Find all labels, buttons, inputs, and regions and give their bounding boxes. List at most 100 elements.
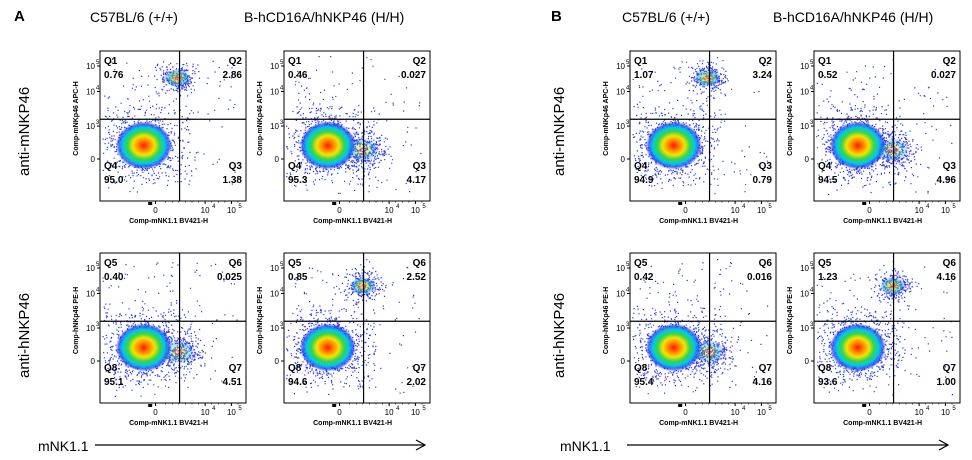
quadrant-value: 95.3 [288,175,308,186]
x-tick-label: 10 [757,408,766,417]
y-tick-exponent: 4 [626,86,630,92]
quadrant-name: Q2 [229,56,243,67]
quadrant-name: Q1 [818,56,832,67]
quadrant-value: 95.1 [104,377,124,388]
x-tick-label: 0 [867,408,872,417]
y-tick-exponent: 5 [626,60,630,66]
y-axis-title: Comp-hNKp46 PE-H [603,287,610,354]
quadrant-value: 95.4 [634,377,654,388]
y-tick-label: 0 [91,155,96,164]
x-tick-exponent: 5 [422,204,426,210]
quadrant-value: 0.027 [401,70,426,81]
y-tick-label: 10 [616,324,625,333]
event-dots-path [286,56,422,194]
y-tick-label: 10 [270,122,279,131]
quadrant-value: 0.85 [288,272,308,283]
main-population-core [299,121,356,170]
y-tick-exponent: 5 [810,60,814,66]
quadrant-value: 0.46 [288,70,308,81]
x-tick-exponent: 4 [212,204,216,210]
y-tick-exponent: 4 [96,288,100,294]
quadrant-name: Q4 [634,161,648,172]
quadrant-name: Q4 [288,161,302,172]
main-population-core [829,323,886,372]
quadrant-value: 93.6 [818,377,838,388]
quadrant-name: Q1 [634,56,648,67]
quadrant-value: 4.51 [223,377,243,388]
quadrant-name: Q2 [413,56,427,67]
y-tick-exponent: 3 [96,322,100,328]
quadrant-value: 94.9 [634,175,654,186]
x-tick-label: 10 [411,206,420,215]
quadrant-name: Q1 [104,56,118,67]
x-axis-marker [678,202,683,205]
quadrant-value: 4.17 [407,175,427,186]
y-tick-label: 10 [800,62,809,71]
quadrant-value: 1.00 [937,377,957,388]
column-title-humanized-a: B-hCD16A/hNKP46 (H/H) [244,9,405,25]
y-axis-title: Comp-mNKp46 APC-H [73,81,80,155]
x-axis-title: Comp-mNK1.1 BV421-H [313,420,392,427]
x-tick-label: 10 [385,408,394,417]
quadrant-value: 95.0 [104,175,124,186]
quadrant-value: 0.016 [747,272,772,283]
nk-population-core [694,69,721,87]
quadrant-name: Q7 [229,363,243,374]
x-tick-exponent: 4 [926,204,930,210]
x-tick-exponent: 4 [926,406,930,412]
quadrant-name: Q8 [818,363,832,374]
y-tick-label: 10 [800,122,809,131]
y-tick-label: 10 [800,324,809,333]
arrow-head [938,439,950,451]
x-tick-exponent: 5 [768,204,772,210]
x-axis-label-a: mNK1.1 [38,438,89,454]
x-axis-marker [678,404,683,407]
y-tick-label: 0 [621,357,626,366]
quadrant-value: 0.027 [931,70,956,81]
x-tick-label: 0 [153,408,158,417]
quadrant-name: Q6 [759,258,773,269]
main-population-core [645,323,702,372]
quadrant-name: Q6 [413,258,427,269]
y-axis-title: Comp-mNKp46 APC-H [603,81,610,155]
quadrant-name: Q3 [229,161,243,172]
y-tick-label: 10 [86,62,95,71]
y-tick-exponent: 4 [810,288,814,294]
y-tick-exponent: 3 [280,322,284,328]
y-tick-exponent: 3 [96,120,100,126]
x-tick-exponent: 4 [212,406,216,412]
x-axis-title: Comp-mNK1.1 BV421-H [659,420,738,427]
x-tick-label: 0 [337,206,342,215]
quadrant-name: Q7 [943,363,957,374]
quadrant-value: 4.16 [753,377,773,388]
nk-population-core [349,277,376,295]
x-axis-title: Comp-mNK1.1 BV421-H [313,218,392,225]
column-title-wildtype-b: C57BL/6 (+/+) [622,9,710,25]
x-tick-exponent: 5 [238,406,242,412]
x-axis-label-b: mNK1.1 [560,438,611,454]
quadrant-value: 2.86 [223,70,243,81]
quadrant-value: 0.52 [818,70,838,81]
y-tick-exponent: 4 [626,288,630,294]
quadrant-value: 1.23 [818,272,838,283]
x-axis-title: Comp-mNK1.1 BV421-H [843,218,922,225]
y-tick-label: 0 [621,155,626,164]
arrow-head [415,439,427,451]
y-tick-label: 0 [275,357,280,366]
quadrant-name: Q5 [818,258,832,269]
y-tick-label: 0 [805,155,810,164]
y-tick-label: 0 [805,357,810,366]
x-tick-label: 10 [201,408,210,417]
main-population-core [299,323,356,372]
nk-population-core [164,69,191,87]
quadrant-name: Q2 [943,56,957,67]
x-tick-exponent: 5 [952,204,956,210]
y-tick-label: 10 [270,88,279,97]
x-tick-label: 0 [683,408,688,417]
quadrant-value: 0.42 [634,272,654,283]
y-tick-label: 10 [86,264,95,273]
